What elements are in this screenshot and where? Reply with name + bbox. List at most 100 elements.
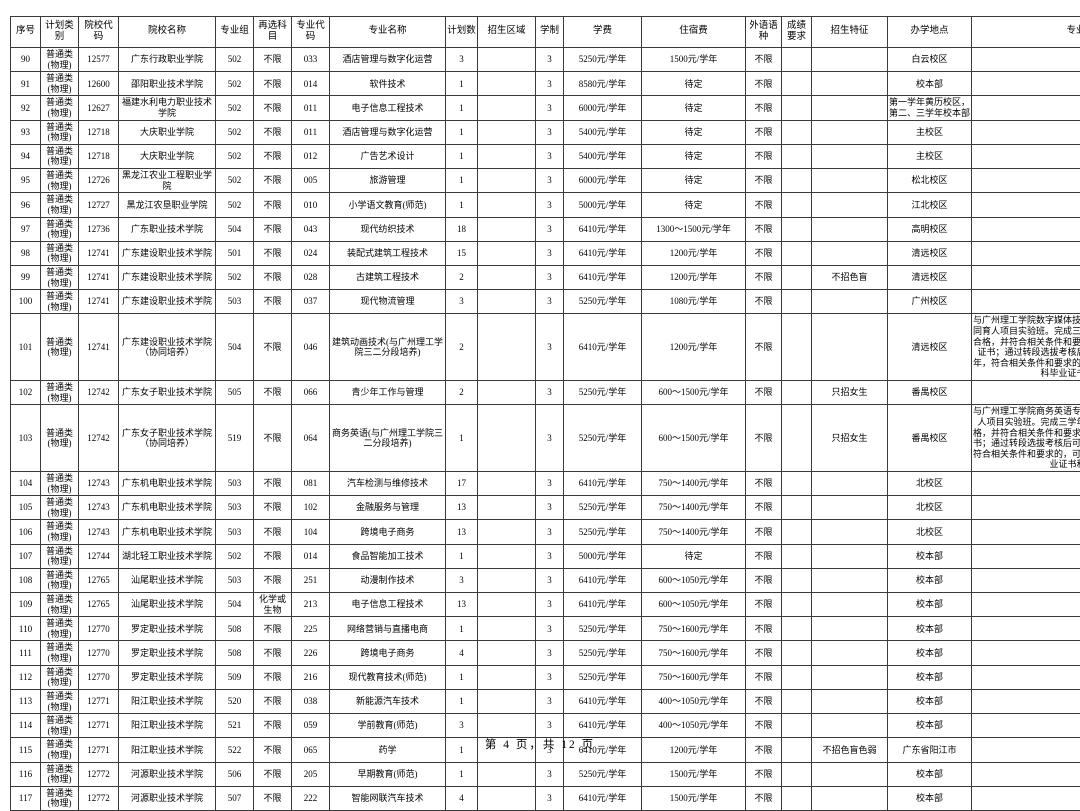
cell-years: 3 <box>536 96 564 120</box>
cell-major-code: 028 <box>292 265 330 289</box>
cell-major-name: 现代物流管理 <box>330 290 446 314</box>
cell-campus: 清远校区 <box>888 241 972 265</box>
cell-campus: 校本部 <box>888 665 972 689</box>
cell-region <box>478 568 536 592</box>
cell-years: 3 <box>536 48 564 72</box>
cell-school-code: 12770 <box>79 617 119 641</box>
cell-plan-type: 普通类(物理) <box>41 714 79 738</box>
cell-language: 不限 <box>746 520 782 544</box>
cell-plan-count: 1 <box>446 144 478 168</box>
cell-score-requirement <box>782 617 812 641</box>
cell-campus: 番禺校区 <box>888 405 972 472</box>
cell-optional-subject: 不限 <box>254 568 292 592</box>
cell-plan-type: 普通类(物理) <box>41 786 79 810</box>
column-header-school-code: 院校代码 <box>79 17 119 48</box>
cell-optional-subject: 不限 <box>254 193 292 217</box>
cell-language: 不限 <box>746 786 782 810</box>
cell-school-code: 12741 <box>79 241 119 265</box>
cell-seq: 109 <box>11 593 41 617</box>
cell-seq: 105 <box>11 496 41 520</box>
page-footer: 第 4 页，共 12 页 <box>0 736 1080 752</box>
cell-remark <box>972 144 1080 168</box>
cell-major-name: 汽车检测与维修技术 <box>330 471 446 495</box>
cell-optional-subject: 不限 <box>254 290 292 314</box>
cell-admission-feature <box>812 786 888 810</box>
cell-region <box>478 96 536 120</box>
cell-major-name: 跨境电子商务 <box>330 641 446 665</box>
cell-score-requirement <box>782 314 812 381</box>
cell-admission-feature <box>812 471 888 495</box>
cell-admission-feature: 不招色盲 <box>812 265 888 289</box>
cell-dorm-fee: 待定 <box>642 96 746 120</box>
cell-major-group: 504 <box>216 217 254 241</box>
cell-major-group: 503 <box>216 496 254 520</box>
cell-major-group: 503 <box>216 290 254 314</box>
cell-optional-subject: 不限 <box>254 496 292 520</box>
cell-major-code: 046 <box>292 314 330 381</box>
cell-remark <box>972 762 1080 786</box>
cell-plan-count: 1 <box>446 169 478 193</box>
column-header-tuition: 学费 <box>564 17 642 48</box>
cell-major-name: 现代纺织技术 <box>330 217 446 241</box>
cell-admission-feature <box>812 290 888 314</box>
cell-score-requirement <box>782 405 812 472</box>
cell-school-name: 广东建设职业技术学院（协同培养） <box>119 314 216 381</box>
cell-major-group: 504 <box>216 593 254 617</box>
cell-admission-feature <box>812 193 888 217</box>
cell-years: 3 <box>536 169 564 193</box>
cell-language: 不限 <box>746 381 782 405</box>
cell-seq: 98 <box>11 241 41 265</box>
cell-region <box>478 314 536 381</box>
cell-school-code: 12727 <box>79 193 119 217</box>
cell-region <box>478 544 536 568</box>
cell-tuition: 6410元/学年 <box>564 568 642 592</box>
cell-seq: 104 <box>11 471 41 495</box>
cell-admission-feature <box>812 665 888 689</box>
cell-optional-subject: 不限 <box>254 265 292 289</box>
cell-optional-subject: 不限 <box>254 714 292 738</box>
cell-optional-subject: 不限 <box>254 689 292 713</box>
table-header: 序号 计划类别 院校代码 院校名称 专业组 再选科目 专业代码 专业名称 计划数… <box>11 17 1080 48</box>
cell-campus: 北校区 <box>888 520 972 544</box>
cell-seq: 103 <box>11 405 41 472</box>
column-header-remark: 专业备注 <box>972 17 1080 48</box>
cell-years: 3 <box>536 568 564 592</box>
column-header-major-code: 专业代码 <box>292 17 330 48</box>
cell-score-requirement <box>782 241 812 265</box>
cell-years: 3 <box>536 265 564 289</box>
column-header-region: 招生区域 <box>478 17 536 48</box>
cell-years: 3 <box>536 593 564 617</box>
cell-plan-type: 普通类(物理) <box>41 568 79 592</box>
cell-school-code: 12771 <box>79 714 119 738</box>
cell-major-name: 食品智能加工技术 <box>330 544 446 568</box>
cell-major-code: 059 <box>292 714 330 738</box>
cell-plan-count: 2 <box>446 314 478 381</box>
cell-seq: 113 <box>11 689 41 713</box>
cell-major-name: 小学语文教育(师范) <box>330 193 446 217</box>
cell-major-name: 广告艺术设计 <box>330 144 446 168</box>
cell-major-group: 502 <box>216 48 254 72</box>
cell-dorm-fee: 600～1500元/学年 <box>642 405 746 472</box>
cell-plan-type: 普通类(物理) <box>41 96 79 120</box>
cell-plan-count: 1 <box>446 617 478 641</box>
cell-plan-type: 普通类(物理) <box>41 689 79 713</box>
cell-plan-count: 1 <box>446 689 478 713</box>
cell-remark <box>972 520 1080 544</box>
cell-seq: 112 <box>11 665 41 689</box>
cell-optional-subject: 不限 <box>254 144 292 168</box>
cell-plan-type: 普通类(物理) <box>41 520 79 544</box>
cell-admission-feature <box>812 714 888 738</box>
cell-plan-type: 普通类(物理) <box>41 290 79 314</box>
cell-plan-count: 2 <box>446 381 478 405</box>
cell-score-requirement <box>782 568 812 592</box>
cell-admission-feature <box>812 617 888 641</box>
cell-optional-subject: 不限 <box>254 381 292 405</box>
